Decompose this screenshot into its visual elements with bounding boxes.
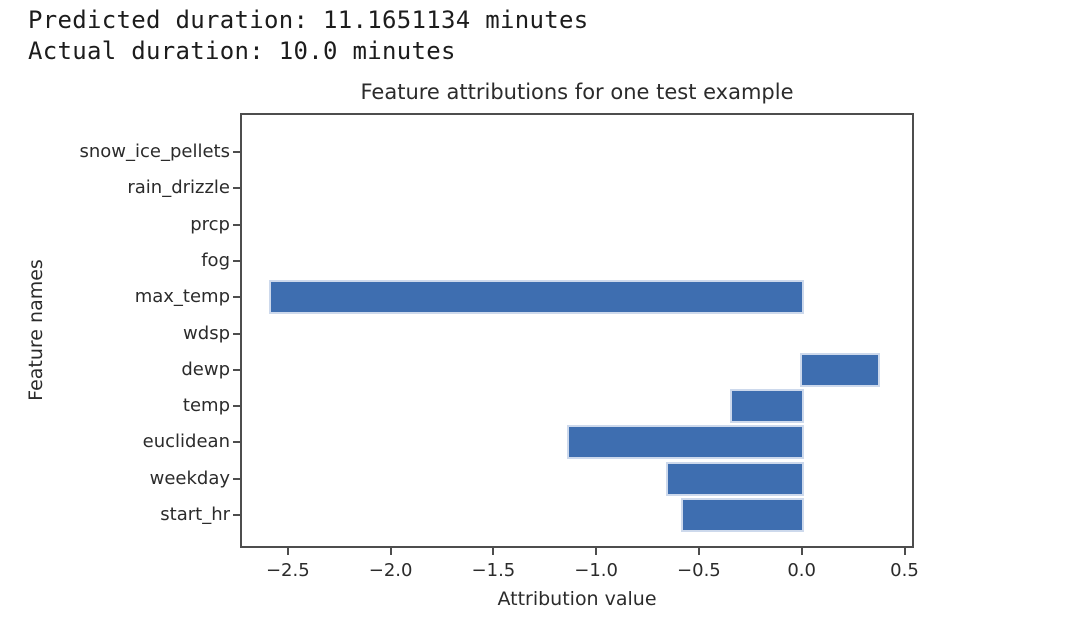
- y-tick-mark: [233, 514, 240, 516]
- bar-temp: [729, 389, 804, 424]
- y-tick-mark: [233, 151, 240, 153]
- y-tick-label: dewp: [181, 358, 230, 380]
- y-tick-label: start_hr: [160, 504, 230, 525]
- y-tick-label: weekday: [149, 467, 230, 489]
- x-tick-label: −2.5: [265, 560, 310, 581]
- actual-duration-text: Actual duration: 10.0 minutes: [28, 37, 456, 65]
- y-tick-label: max_temp: [134, 286, 230, 308]
- x-tick-mark: [800, 548, 803, 555]
- chart-title: Feature attributions for one test exampl…: [360, 80, 794, 104]
- y-tick-mark: [233, 296, 240, 299]
- predicted-duration-text: Predicted duration: 11.1651134 minutes: [28, 6, 589, 34]
- x-tick-mark: [903, 548, 906, 555]
- x-tick-mark: [492, 548, 495, 555]
- y-tick-mark: [233, 187, 240, 190]
- x-tick-mark: [595, 548, 598, 555]
- y-tick-label: wdsp: [183, 322, 230, 344]
- y-tick-label: euclidean: [142, 431, 230, 453]
- y-tick-mark: [233, 477, 240, 480]
- x-tick-mark: [697, 548, 700, 555]
- bar-start_hr: [680, 498, 804, 532]
- x-tick-label: −2.0: [368, 560, 413, 581]
- plot-area: [240, 113, 914, 548]
- y-tick-label: rain_drizzle: [127, 177, 230, 199]
- x-tick-label: −1.5: [471, 560, 516, 581]
- y-tick-label: snow_ice_pellets: [79, 141, 230, 162]
- y-tick-label: fog: [201, 249, 230, 271]
- y-tick-mark: [233, 332, 240, 335]
- y-tick-label: prcp: [190, 213, 230, 235]
- x-tick-label: 0.5: [890, 560, 919, 581]
- bar-euclidean: [567, 425, 804, 460]
- y-tick-label: temp: [182, 395, 230, 417]
- x-tick-label: 0.0: [787, 560, 816, 581]
- y-tick-mark: [233, 223, 240, 226]
- x-tick-mark: [286, 548, 289, 555]
- x-tick-mark: [389, 548, 392, 555]
- x-axis-label: Attribution value: [497, 588, 657, 610]
- y-tick-mark: [233, 441, 240, 444]
- y-tick-mark: [233, 259, 240, 262]
- x-tick-label: −0.5: [677, 560, 721, 581]
- bar-weekday: [666, 461, 804, 496]
- bar-dewp: [799, 352, 880, 387]
- x-tick-label: −1.0: [574, 560, 618, 581]
- y-tick-mark: [233, 405, 240, 408]
- bar-max_temp: [269, 280, 804, 315]
- y-tick-mark: [233, 368, 240, 371]
